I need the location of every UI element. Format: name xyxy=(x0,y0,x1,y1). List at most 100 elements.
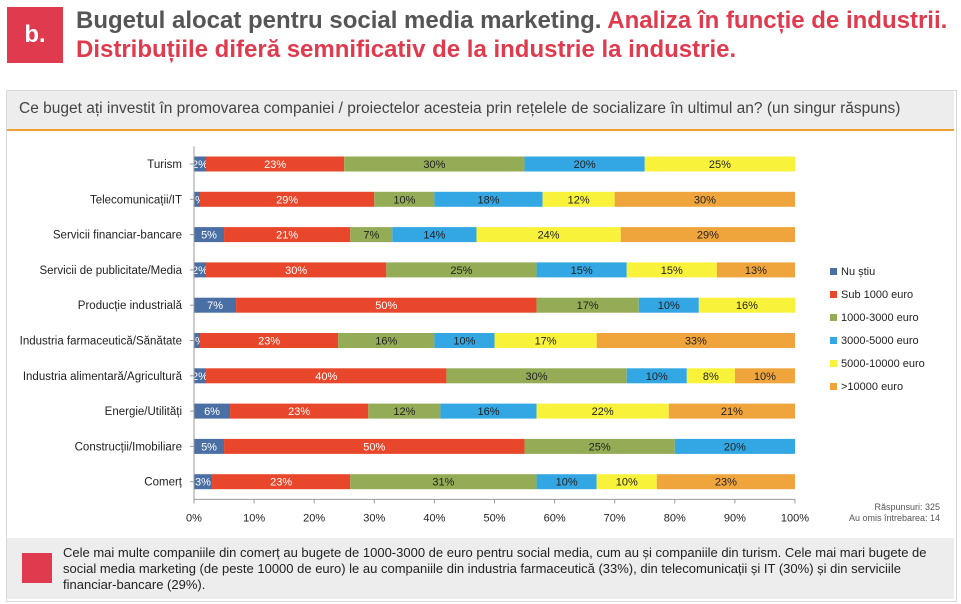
data-label: 23% xyxy=(288,406,310,418)
title-highlight: Analiza în funcție de industrii. Distrib… xyxy=(76,7,948,63)
data-label: 40% xyxy=(315,371,337,383)
legend-swatch xyxy=(830,268,837,275)
bar-segment xyxy=(686,368,735,384)
category-label: Servicii financiar-bancare xyxy=(53,230,182,242)
bar-segment xyxy=(200,333,339,348)
legend-swatch xyxy=(830,314,837,321)
category-label: Telecomunicații/IT xyxy=(90,194,182,206)
data-label: 30% xyxy=(423,159,445,171)
data-label: 31% xyxy=(432,477,454,489)
bar-segment xyxy=(350,474,537,490)
data-label: 15% xyxy=(571,265,593,277)
data-label: 12% xyxy=(393,406,415,418)
bar-segment xyxy=(734,368,795,384)
bar-segment xyxy=(194,333,201,348)
bar-segment xyxy=(224,438,525,454)
category-label: Industria farmaceutică/Sănătate xyxy=(20,336,182,348)
legend-label: 3000-5000 euro xyxy=(841,335,919,347)
bar-segment xyxy=(230,403,369,419)
data-label: 10% xyxy=(453,336,475,348)
category-label: Servicii de publicitate/Media xyxy=(39,265,182,277)
bar-segment xyxy=(194,438,225,454)
bar-segment xyxy=(224,227,351,243)
page-title: Bugetul alocat pentru social media marke… xyxy=(76,6,956,64)
bar-segment xyxy=(338,333,435,348)
x-tick-label: 0% xyxy=(186,512,202,524)
x-tick-label: 50% xyxy=(483,512,505,524)
bar-segment xyxy=(440,403,537,419)
bar-segment xyxy=(494,333,597,348)
data-label: 5% xyxy=(201,441,217,453)
data-label: 10% xyxy=(556,477,578,489)
data-label: 5% xyxy=(201,230,217,242)
data-label: 23% xyxy=(715,477,737,489)
note-marker xyxy=(22,553,52,583)
bar-segment xyxy=(236,297,537,313)
bar-segment xyxy=(614,191,795,207)
bar-segment xyxy=(476,227,621,243)
bar-segment xyxy=(542,191,615,207)
bar-segment xyxy=(194,368,207,384)
data-label: 29% xyxy=(276,194,298,206)
bar-segment xyxy=(536,403,669,419)
data-label: 23% xyxy=(270,477,292,489)
bar-segment xyxy=(626,368,687,384)
bars: 2% 23% 30% 20% 25%1% 29% 10% 18% 12% 30%5% 21% 7% 14… xyxy=(189,156,795,490)
bar-segment xyxy=(536,262,627,278)
title-main: Bugetul alocat pentru social media marke… xyxy=(76,7,602,34)
bar-segment xyxy=(392,227,477,243)
category-label: Comerț xyxy=(144,477,183,489)
responses-count: Răspunsuri: 325 xyxy=(874,502,940,512)
data-label: 2% xyxy=(192,159,208,171)
x-tick-label: 40% xyxy=(423,512,445,524)
bar-segment xyxy=(206,368,447,384)
data-label: 30% xyxy=(526,371,548,383)
legend-swatch xyxy=(830,383,837,390)
bar-segment xyxy=(596,333,795,348)
data-label: 13% xyxy=(745,265,767,277)
legend-label: Nu știu xyxy=(841,266,875,278)
x-tick-label: 100% xyxy=(781,512,809,524)
data-label: 24% xyxy=(538,230,560,242)
data-label: 25% xyxy=(709,159,731,171)
bar-segment xyxy=(344,156,525,172)
bar-segment xyxy=(644,156,795,172)
data-label: 23% xyxy=(264,159,286,171)
skipped-count: Au omis întrebarea: 14 xyxy=(849,513,940,523)
bar-segment xyxy=(206,262,387,278)
legend-swatch xyxy=(830,360,837,367)
bar-segment xyxy=(626,262,717,278)
data-label: 16% xyxy=(736,300,758,312)
data-label: 30% xyxy=(694,194,716,206)
data-label: 7% xyxy=(207,300,223,312)
data-label: 6% xyxy=(204,406,220,418)
bar-segment xyxy=(194,474,213,490)
data-label: 29% xyxy=(697,230,719,242)
data-label: 22% xyxy=(592,406,614,418)
bar-segment xyxy=(206,156,345,172)
question-text: Ce buget ați investit în promovarea comp… xyxy=(19,100,901,117)
data-label: 16% xyxy=(477,406,499,418)
bar-segment xyxy=(194,297,237,313)
bar-segment xyxy=(434,333,495,348)
data-label: 17% xyxy=(535,336,557,348)
x-tick-label: 70% xyxy=(604,512,626,524)
category-labels: Turism Telecomunicații/IT Servicii financi… xyxy=(20,159,183,489)
x-tick-label: 90% xyxy=(724,512,746,524)
data-label: 8% xyxy=(703,371,719,383)
bar-segment xyxy=(674,438,795,454)
bar-segment xyxy=(668,403,795,419)
legend-label: 1000-3000 euro xyxy=(841,312,919,324)
bar-segment xyxy=(524,438,675,454)
category-label: Producție industrială xyxy=(78,300,183,312)
bar-segment xyxy=(194,262,207,278)
data-label: 21% xyxy=(276,230,298,242)
bar-segment xyxy=(620,227,795,243)
data-label: 2% xyxy=(192,371,208,383)
bar-segment xyxy=(194,403,231,419)
data-label: 3% xyxy=(195,477,211,489)
bar-segment xyxy=(194,227,225,243)
bar-segment xyxy=(596,474,657,490)
bar-segment xyxy=(350,227,393,243)
bar-segment xyxy=(374,191,435,207)
